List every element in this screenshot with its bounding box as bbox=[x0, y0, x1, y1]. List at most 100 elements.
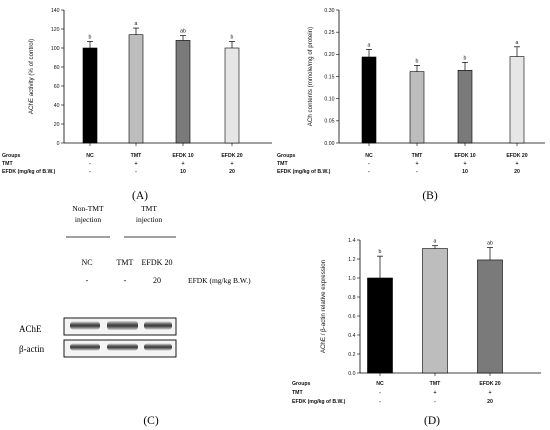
table-cell: - bbox=[89, 161, 91, 167]
bar-nc bbox=[367, 277, 393, 374]
y-tick-label: 80 bbox=[54, 65, 60, 71]
table-cell: 20 bbox=[229, 169, 235, 175]
bar-efdk-20 bbox=[477, 259, 503, 374]
significance-letter: a bbox=[434, 239, 437, 245]
table-cell: EFDK 10 bbox=[172, 153, 193, 159]
bar-efdk-10 bbox=[457, 69, 473, 144]
y-tick-label: 0.10 bbox=[324, 96, 334, 102]
chart-panel-b: 0.00 0.05 0.10 0.15 0.20 0.25 0.30 ACh contents… bbox=[277, 8, 545, 202]
y-tick-label: 0.30 bbox=[324, 8, 334, 14]
bar-nc bbox=[361, 56, 377, 144]
table-cell: - bbox=[368, 169, 370, 175]
bar-nc bbox=[82, 47, 98, 144]
y-tick-label: 20 bbox=[54, 122, 60, 128]
significance-letter: b bbox=[231, 34, 234, 40]
blot-header-tmt: TMT injection bbox=[136, 204, 162, 224]
bar-tmt bbox=[128, 34, 144, 144]
y-tick-label: 0.6 bbox=[348, 314, 355, 320]
table-row-label: TMT bbox=[2, 161, 13, 167]
blot-band-actin-efdk20 bbox=[144, 343, 172, 351]
y-tick-label: 140 bbox=[51, 8, 60, 14]
blot-lane-label-tmt: TMT bbox=[117, 258, 134, 267]
blot-band-label-ache: AChE bbox=[19, 324, 42, 334]
y-tick-label: 0.20 bbox=[324, 52, 334, 58]
table-row-label: Groups bbox=[2, 153, 21, 159]
blot-lane-label-nc: NC bbox=[81, 258, 92, 267]
table-cell: + bbox=[415, 161, 418, 167]
table-row-label: EFDK (mg/kg of B.W.) bbox=[2, 169, 56, 175]
y-tick-label: 100 bbox=[51, 46, 60, 52]
significance-letter: b bbox=[464, 55, 467, 61]
blot-lane-label-efdk20: EFDK 20 bbox=[142, 258, 173, 267]
y-tick-label: 1.0 bbox=[348, 276, 355, 282]
significance-letter: b bbox=[416, 58, 419, 64]
chart-panel-a: 0 20 40 60 80 100 120 140 AChE activity (% of co… bbox=[2, 8, 272, 202]
table-cell: - bbox=[434, 399, 436, 405]
table-cell: EFDK 20 bbox=[479, 381, 500, 387]
significance-letter: a bbox=[516, 40, 519, 46]
table-row-label: EFDK (mg/kg of B.W.) bbox=[277, 169, 331, 175]
table-cell: + bbox=[488, 390, 491, 396]
table-cell: TMT bbox=[131, 153, 142, 159]
table-cell: EFDK 10 bbox=[454, 153, 475, 159]
y-tick-label: 60 bbox=[54, 84, 60, 90]
bar-tmt bbox=[422, 248, 448, 374]
y-tick-label: 120 bbox=[51, 27, 60, 33]
y-tick-label: 40 bbox=[54, 103, 60, 109]
y-tick-label: 0.25 bbox=[324, 30, 334, 36]
panel-label-a: (A) bbox=[132, 190, 148, 202]
significance-letter: a bbox=[368, 42, 371, 48]
blot-efdk-value-nc: - bbox=[86, 276, 89, 285]
blot-efdk-value-efdk20: 20 bbox=[153, 276, 161, 285]
blot-band-ache-nc bbox=[70, 321, 100, 330]
table-cell: NC bbox=[365, 153, 373, 159]
blot-header-non-tmt-line-1: Non-TMT bbox=[72, 204, 104, 213]
y-axis-label: AChE / β-actin relative expression bbox=[320, 259, 327, 353]
blot-band-ache-tmt bbox=[107, 321, 138, 330]
blot-membrane-ache bbox=[63, 317, 177, 336]
blot-band-label-beta-actin: β-actin bbox=[19, 344, 45, 354]
blot-band-actin-tmt bbox=[107, 343, 138, 351]
table-row-label: TMT bbox=[292, 390, 303, 396]
blot-efdk-label: EFDK (mg/kg B.W.) bbox=[188, 276, 251, 285]
chart-panel-d: 0.0 0.2 0.4 0.6 0.8 1.0 1.2 1.4 AChE / β-actin r… bbox=[292, 238, 541, 427]
blot-header-non-tmt: Non-TMT injection bbox=[72, 204, 104, 224]
table-cell: TMT bbox=[412, 153, 423, 159]
bar-efdk-10 bbox=[175, 40, 191, 144]
y-tick-label: 0 bbox=[57, 141, 60, 147]
y-tick-label: 0.05 bbox=[324, 119, 334, 125]
y-tick-label: 0.2 bbox=[348, 352, 355, 358]
panel-label-b: (B) bbox=[422, 190, 438, 202]
table-row-label: Groups bbox=[277, 153, 296, 159]
significance-letter: a bbox=[135, 21, 138, 27]
table-row-label: TMT bbox=[277, 161, 288, 167]
y-tick-label: 0.8 bbox=[348, 295, 355, 301]
bar-tmt bbox=[409, 71, 425, 144]
y-tick-label: 0.15 bbox=[324, 74, 334, 80]
table-cell: - bbox=[368, 161, 370, 167]
table-cell: - bbox=[89, 169, 91, 175]
table-cell: EFDK 20 bbox=[506, 153, 527, 159]
table-cell: EFDK 20 bbox=[221, 153, 242, 159]
table-cell: + bbox=[515, 161, 518, 167]
table-cell: 20 bbox=[514, 169, 520, 175]
table-cell: - bbox=[135, 169, 137, 175]
blot-band-ache-efdk20 bbox=[144, 321, 172, 330]
y-tick-label: 0.0 bbox=[348, 371, 355, 377]
table-cell: + bbox=[463, 161, 466, 167]
table-cell: TMT bbox=[430, 381, 441, 387]
table-cell: NC bbox=[376, 381, 384, 387]
table-cell: 20 bbox=[487, 399, 493, 405]
table-cell: 10 bbox=[462, 169, 468, 175]
y-tick-label: 0.4 bbox=[348, 333, 355, 339]
bar-efdk-20 bbox=[224, 47, 240, 144]
western-blot-panel-c: Non-TMT injection TMT injection NC TMT EFD… bbox=[19, 204, 251, 427]
blot-header-tmt-line-2: injection bbox=[136, 215, 162, 224]
table-cell: - bbox=[379, 390, 381, 396]
y-tick-label: 0.00 bbox=[324, 141, 334, 147]
blot-membrane-beta-actin bbox=[63, 339, 177, 358]
blot-efdk-value-tmt: - bbox=[124, 276, 127, 285]
table-cell: - bbox=[379, 399, 381, 405]
significance-letter: b bbox=[379, 249, 382, 255]
